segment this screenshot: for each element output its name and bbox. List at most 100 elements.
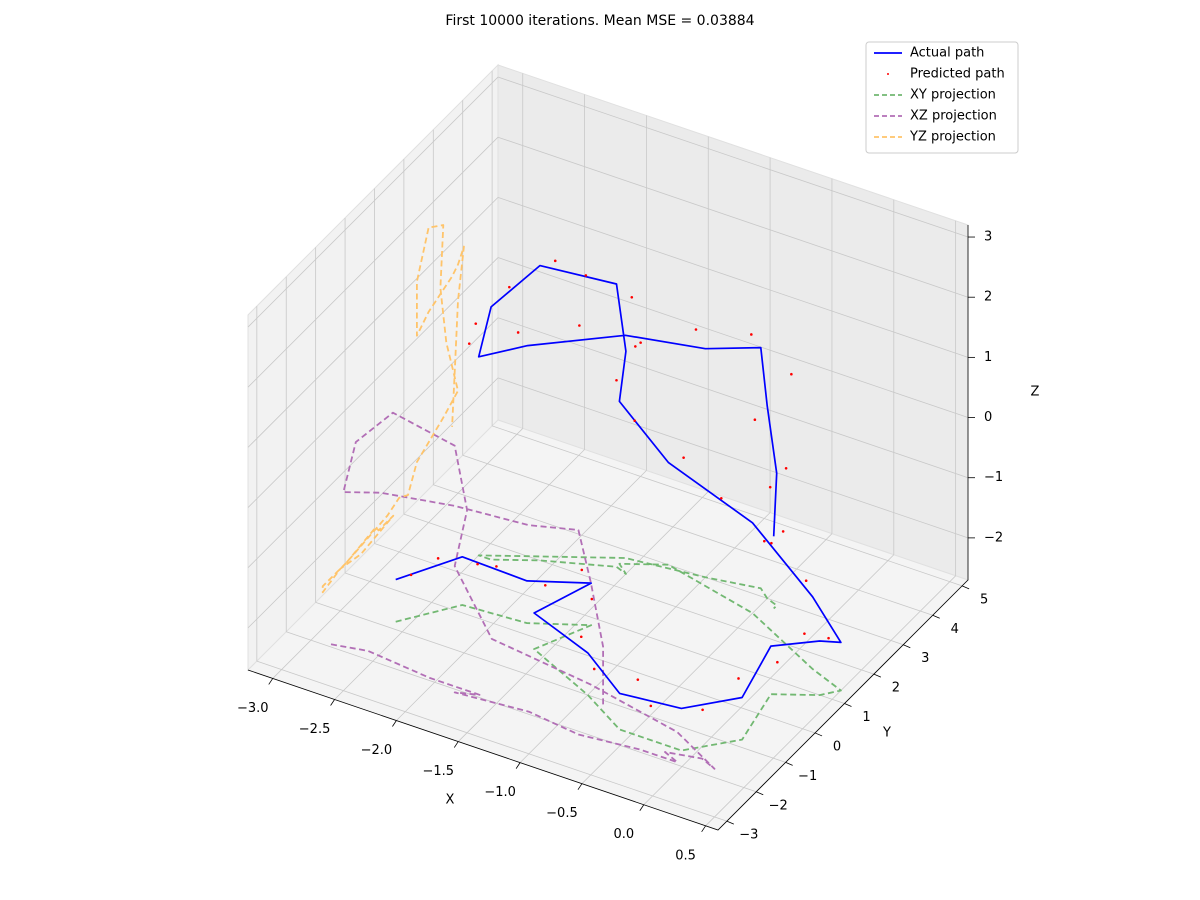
predicted-point	[639, 341, 642, 344]
y-tick	[903, 644, 911, 649]
y-tick-label: 5	[980, 592, 988, 607]
predicted-point	[495, 565, 498, 568]
x-tick-label: −1.0	[484, 785, 516, 800]
grid-line	[286, 631, 757, 793]
predicted-point	[578, 324, 581, 327]
predicted-point	[508, 285, 511, 289]
z-tick-label: −1	[984, 470, 1003, 485]
predicted-point	[750, 333, 753, 336]
grid-line	[705, 575, 956, 827]
series-line	[330, 411, 716, 770]
grid-line	[396, 470, 647, 721]
predicted-point	[579, 635, 583, 639]
x-tick-label: −1.5	[422, 764, 454, 779]
predicted-point	[827, 636, 830, 640]
predicted-point	[615, 378, 618, 382]
grid-line	[247, 76, 499, 328]
x-tick-label: −2.5	[299, 722, 331, 737]
y-tick-label: 0	[833, 739, 841, 754]
y-tick	[785, 761, 793, 766]
grid-line	[344, 572, 816, 734]
predicted-point	[476, 562, 479, 566]
y-tick-label: 1	[862, 710, 870, 725]
axis-line	[247, 225, 969, 831]
predicted-point	[553, 259, 557, 263]
grid-line	[497, 76, 969, 238]
x-tick	[639, 804, 645, 811]
grid-line	[497, 317, 969, 479]
grid-line	[497, 136, 969, 298]
predicted-point	[763, 539, 766, 543]
grid-line	[462, 454, 933, 616]
legend-label: XY projection	[910, 88, 996, 103]
predicted-point	[630, 295, 634, 299]
grid-line	[497, 196, 969, 358]
legend-box	[865, 41, 1019, 154]
x-tick	[577, 783, 583, 790]
x-tick	[701, 825, 706, 833]
z-tick-label: −2	[984, 530, 1003, 545]
predicted-point	[590, 597, 594, 601]
z-tick-label: 3	[984, 230, 992, 245]
grid-line	[457, 491, 709, 742]
predicted-point	[694, 328, 698, 331]
y-tick	[726, 820, 734, 825]
predicted-point	[580, 568, 584, 572]
x-tick	[268, 678, 274, 685]
grid-line	[497, 377, 969, 539]
y-tick	[932, 614, 940, 619]
predicted-point	[467, 342, 471, 345]
legend-label: XZ projection	[910, 109, 997, 124]
y-tick	[756, 791, 764, 796]
x-tick-label: −2.0	[361, 743, 393, 758]
predicted-point	[633, 419, 637, 423]
z-axis-label: Z	[1031, 385, 1040, 400]
grid-line	[519, 512, 771, 763]
series-line	[395, 554, 842, 752]
x-tick-label: 0.5	[675, 848, 696, 863]
predicted-point	[776, 660, 779, 664]
series-line	[395, 264, 842, 710]
y-tick	[873, 673, 882, 678]
grid-line	[247, 257, 499, 508]
grid-line	[643, 554, 895, 806]
predicted-point	[784, 466, 788, 470]
grid-line	[491, 425, 963, 587]
predicted-point	[737, 677, 740, 680]
x-tick-label: 0.0	[613, 827, 634, 842]
y-tick	[961, 585, 970, 590]
y-tick-label: −2	[769, 798, 788, 813]
grid-line	[403, 513, 875, 675]
grid-line	[247, 317, 499, 568]
x-tick-label: −0.5	[546, 806, 578, 821]
z-tick-label: 2	[984, 290, 992, 305]
grid-line	[256, 660, 727, 822]
y-tick-label: 3	[921, 651, 929, 666]
legend-label: Predicted path	[910, 67, 1005, 82]
predicted-point	[649, 704, 653, 708]
grid-line	[247, 197, 499, 448]
grid-line	[247, 377, 499, 629]
legend-marker	[887, 73, 889, 75]
y-tick-label: 2	[892, 681, 900, 696]
y-tick-label: −3	[739, 828, 758, 843]
x-tick	[453, 741, 459, 748]
predicted-point	[770, 541, 773, 545]
predicted-point	[753, 418, 757, 421]
x-tick	[515, 762, 521, 769]
grid-line	[315, 601, 786, 763]
x-tick-label: −3.0	[237, 701, 269, 716]
predicted-point	[516, 331, 520, 334]
predicted-point	[592, 667, 596, 671]
y-tick-label: 4	[951, 622, 959, 637]
legend: Actual path Predicted path XY projection XZ…	[865, 41, 1019, 154]
predicted-point	[803, 632, 806, 635]
predicted-point	[436, 557, 440, 560]
predicted-point	[634, 345, 637, 348]
y-tick	[814, 732, 823, 737]
y-tick	[844, 703, 852, 707]
x-tick	[392, 720, 397, 727]
grid-line	[497, 257, 969, 418]
predicted-point	[584, 274, 588, 277]
